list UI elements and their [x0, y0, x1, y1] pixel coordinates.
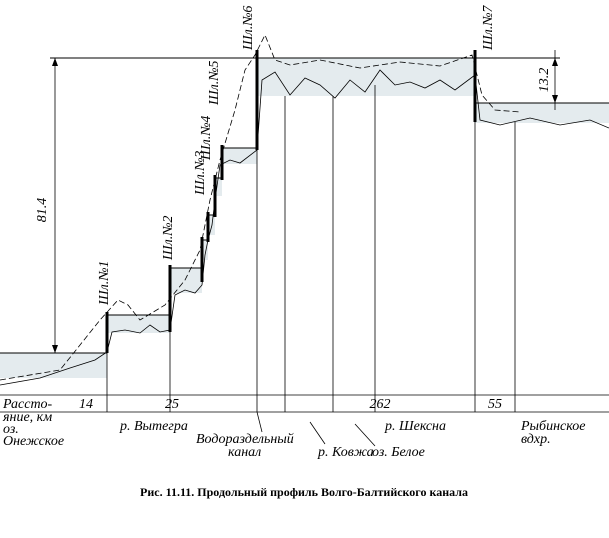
ground-profile: [0, 69, 609, 386]
place-label: оз.: [3, 422, 19, 437]
water: [0, 58, 609, 378]
place-label: оз. Белое: [372, 445, 425, 460]
total-head: 81.4: [35, 198, 50, 223]
lock-label: Шл.№1: [97, 261, 112, 306]
lock-label: Шл.№5: [207, 61, 222, 106]
lock-label: Шл.№6: [241, 6, 256, 51]
place-label: Водораздельный: [196, 432, 294, 447]
place-label: Рыбинское: [520, 419, 585, 434]
final-head: 13.2: [537, 68, 552, 93]
distance-label: яние, км: [2, 410, 52, 425]
lock-label: Шл.№3: [193, 151, 208, 196]
place-label: вдхр.: [521, 432, 551, 447]
dimension-line: [52, 50, 558, 353]
original-terrain: [0, 34, 521, 381]
lock-label: Шл.№4: [199, 116, 214, 161]
place-label: р. Шексна: [384, 419, 446, 434]
place-label: р. Вытегра: [119, 419, 188, 434]
lock-wall: [105, 50, 477, 353]
place-label: канал: [228, 445, 261, 460]
lock-label: Шл.№2: [161, 216, 176, 261]
distance-label: Рассто-: [2, 397, 53, 412]
caption: Рис. 11.11. Продольный профиль Волго-Бал…: [140, 485, 468, 499]
distance-grid: [0, 85, 609, 413]
distance: 262: [370, 397, 391, 412]
water-level: [0, 57, 609, 354]
lock-label: Шл.№7: [481, 5, 496, 51]
distance: 55: [488, 397, 502, 412]
distance: 14: [79, 397, 93, 412]
place-label: р. Ковжа: [317, 445, 374, 460]
leader-line: [256, 411, 376, 447]
place-label: Онежское: [3, 434, 64, 449]
distance: 25: [165, 397, 179, 412]
